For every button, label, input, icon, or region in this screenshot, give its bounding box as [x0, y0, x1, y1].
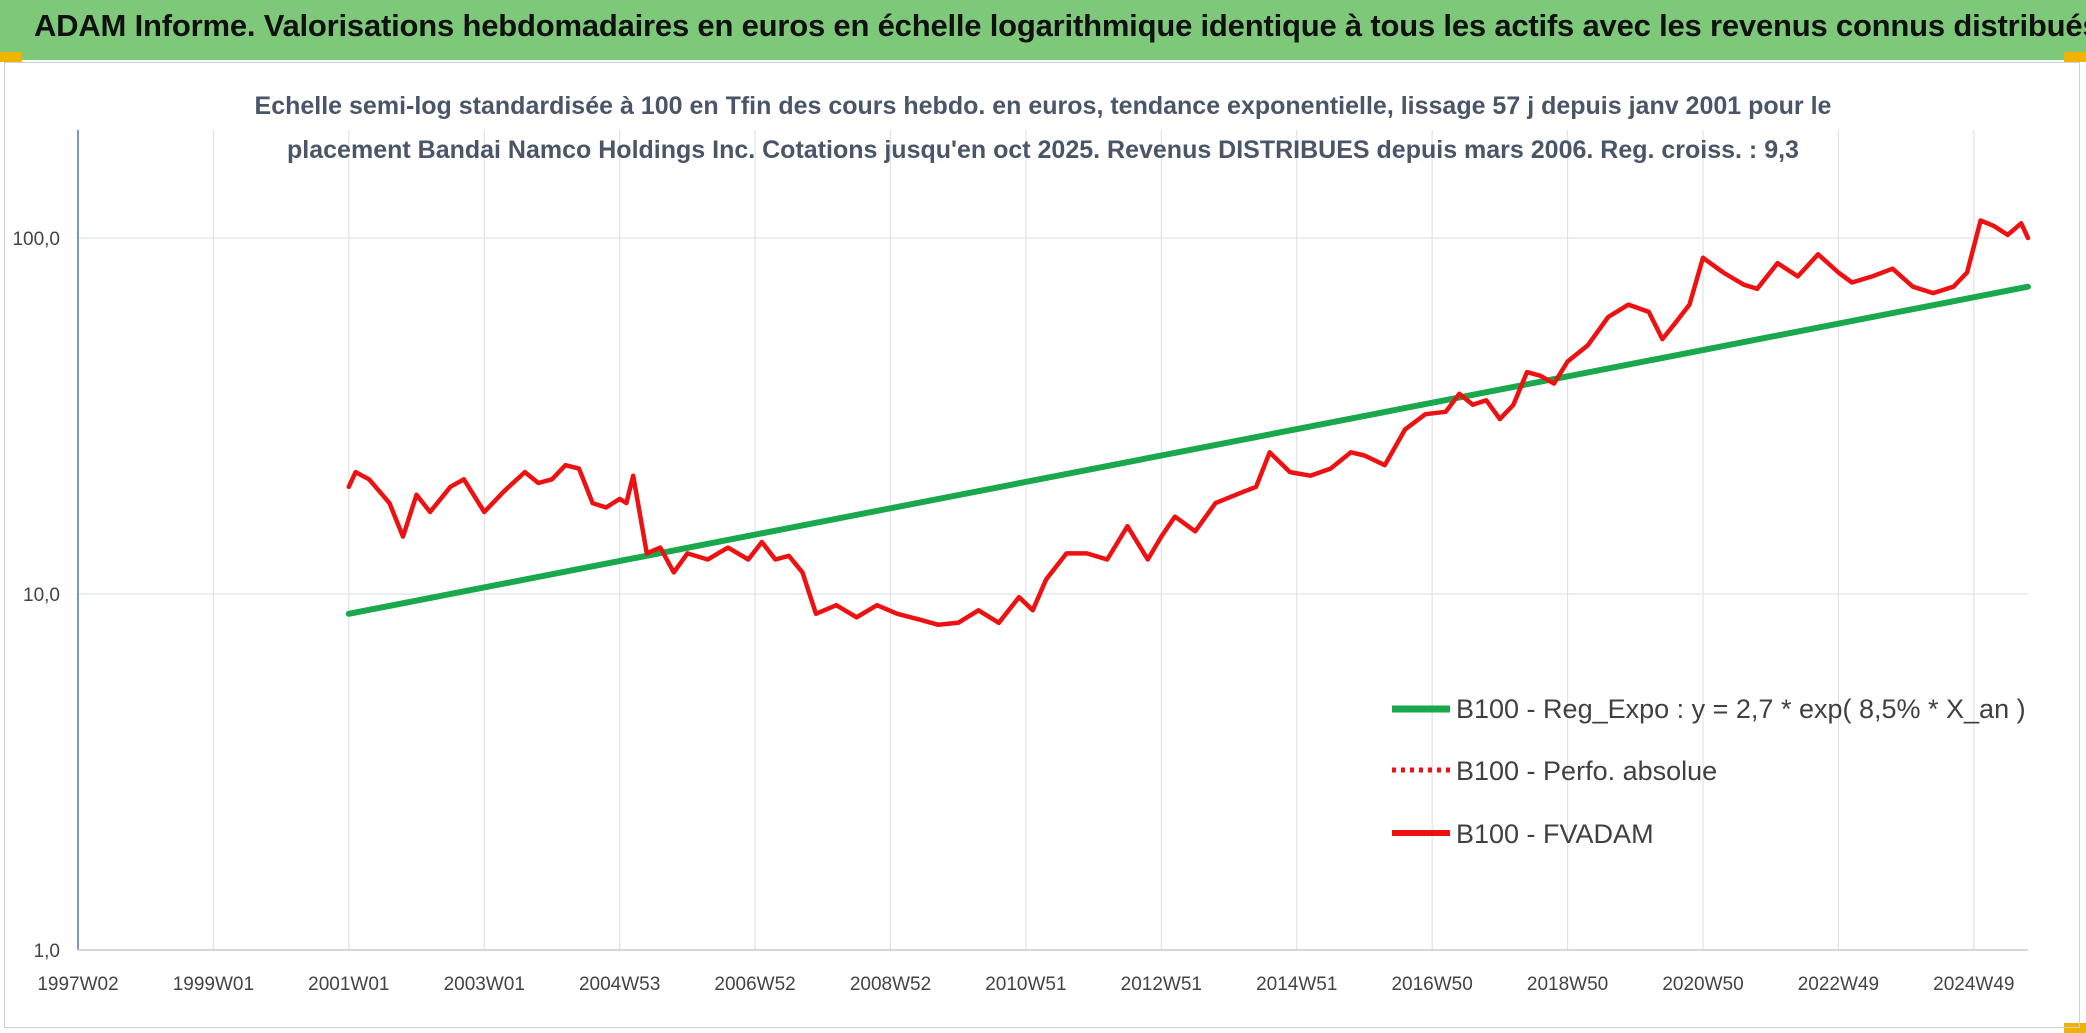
legend-item-fvadam: B100 - FVADAM — [1392, 819, 1654, 849]
y-tick-label: 100,0 — [12, 229, 60, 250]
legend-item-perfo: B100 - Perfo. absolue — [1392, 756, 1717, 786]
y-axis-ticks: 100,0 10,0 1,0 — [12, 229, 60, 962]
legend-item-regression: B100 - Reg_Expo : y = 2,7 * exp( 8,5% * … — [1392, 694, 2026, 724]
chart-frame — [4, 62, 2080, 1028]
x-tick-label: 2018W50 — [1527, 974, 1608, 995]
x-tick-label: 2008W52 — [850, 974, 931, 995]
x-tick-label: 2016W50 — [1391, 974, 1472, 995]
corner-mark-left — [0, 52, 22, 62]
page-title: ADAM Informe. Valorisations hebdomadaire… — [34, 8, 2086, 43]
x-tick-label: 2022W49 — [1798, 974, 1879, 995]
y-tick-label: 1,0 — [34, 941, 60, 962]
legend-label-fvadam: B100 - FVADAM — [1456, 819, 1654, 849]
x-tick-label: 1997W02 — [37, 974, 118, 995]
series-line-2 — [346, 218, 2031, 627]
x-tick-label: 2003W01 — [444, 974, 525, 995]
corner-mark-right — [2064, 52, 2086, 62]
x-tick-label: 2004W53 — [579, 974, 660, 995]
legend-label-perfo: B100 - Perfo. absolue — [1456, 756, 1717, 786]
x-tick-label: 2010W51 — [985, 974, 1066, 995]
series-layer — [345, 218, 2031, 627]
title-banner: ADAM Informe. Valorisations hebdomadaire… — [0, 0, 2086, 60]
x-axis-ticks: 1997W02 1999W01 2001W01 2003W01 2004W53 2006W… — [37, 974, 2014, 995]
x-tick-label: 2014W51 — [1256, 974, 1337, 995]
x-tick-label: 1999W01 — [173, 974, 254, 995]
y-tick-label: 10,0 — [23, 585, 60, 606]
x-tick-label: 2012W51 — [1121, 974, 1202, 995]
x-tick-label: 2020W50 — [1662, 974, 1743, 995]
grid-layer — [77, 130, 2028, 951]
x-tick-label: 2001W01 — [308, 974, 389, 995]
chart-subtitle-line-2: placement Bandai Namco Holdings Inc. Cot… — [287, 136, 1799, 164]
chart-subtitle-line-1: Echelle semi-log standardisée à 100 en T… — [255, 92, 1832, 120]
x-tick-label: 2024W49 — [1933, 974, 2014, 995]
legend-label-regression: B100 - Reg_Expo : y = 2,7 * exp( 8,5% * … — [1456, 694, 2026, 724]
corner-mark-bottom-right — [2064, 1023, 2086, 1033]
x-tick-label: 2006W52 — [714, 974, 795, 995]
legend: B100 - Reg_Expo : y = 2,7 * exp( 8,5% * … — [1392, 694, 2026, 849]
series-line-0 — [345, 283, 2031, 617]
